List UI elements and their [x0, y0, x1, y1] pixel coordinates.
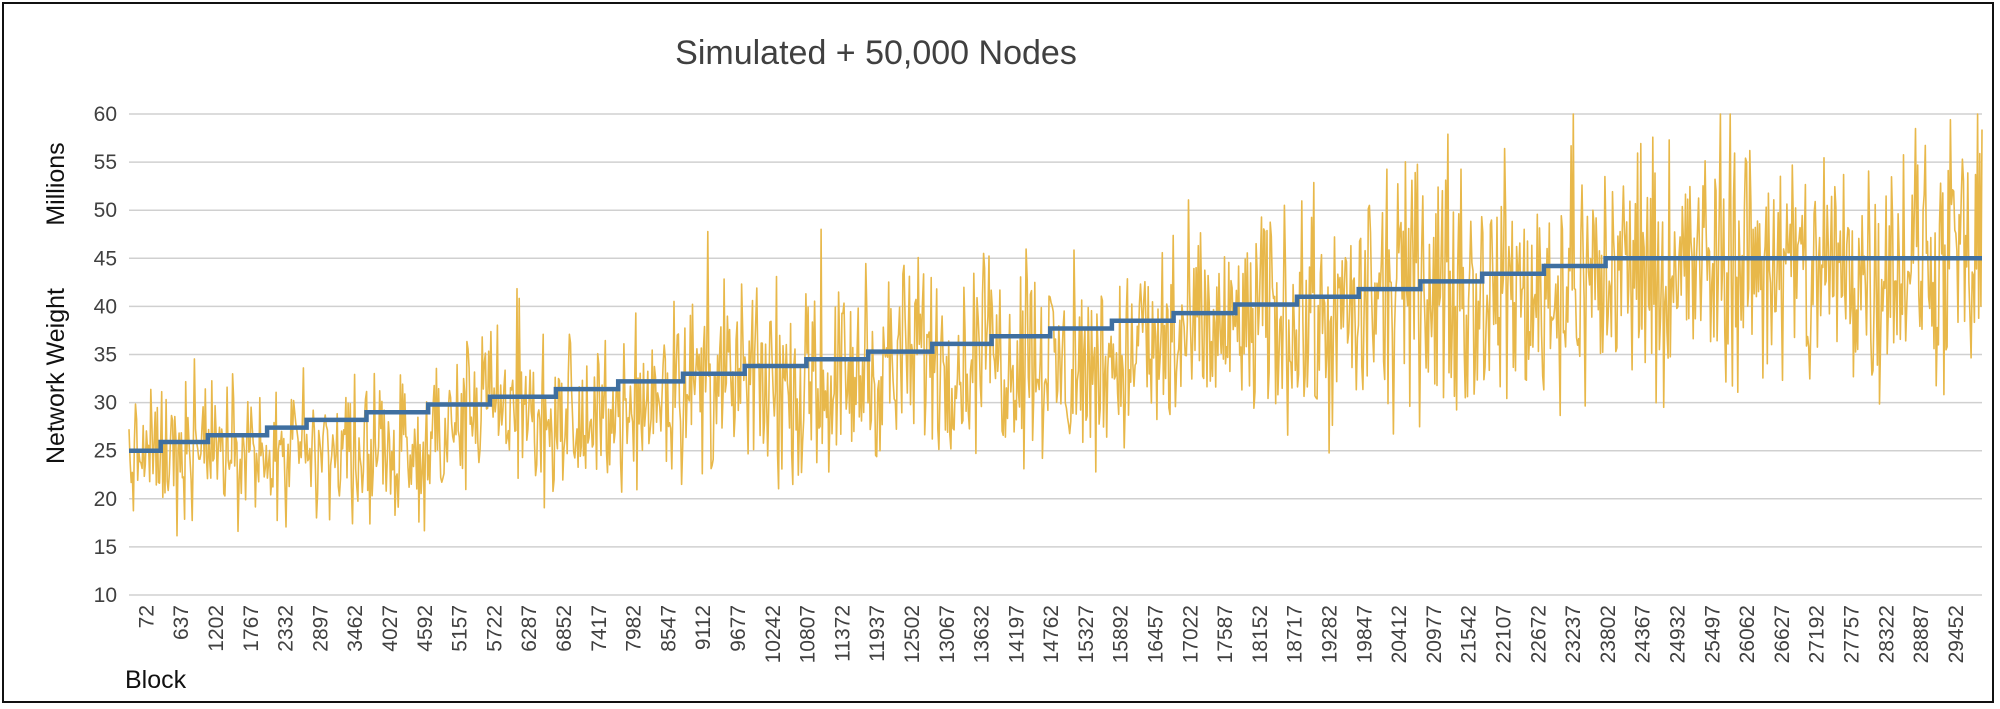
- x-tick-label: 26627: [1771, 605, 1794, 663]
- y-tick-label: 60: [94, 103, 117, 126]
- x-axis-label: Block: [125, 666, 187, 694]
- x-tick-label: 6852: [553, 605, 576, 652]
- x-tick-label: 22107: [1493, 605, 1516, 663]
- y-tick-label: 25: [94, 440, 117, 463]
- y-tick-label: 50: [94, 199, 117, 222]
- x-tick-label: 8547: [657, 605, 680, 652]
- x-tick-label: 7982: [623, 605, 646, 652]
- y-tick-label: 55: [94, 151, 117, 174]
- x-tick-label: 22672: [1527, 605, 1550, 663]
- y-tick-label: 10: [94, 584, 117, 607]
- x-tick-label: 28887: [1910, 605, 1933, 663]
- x-tick-label: 17587: [1214, 605, 1237, 663]
- x-tick-label: 1767: [240, 605, 263, 652]
- x-tick-label: 17022: [1179, 605, 1202, 663]
- series-line-simulated: [128, 113, 1983, 537]
- x-tick-label: 4592: [414, 605, 437, 652]
- x-tick-label: 2332: [275, 605, 298, 652]
- x-tick-label: 20977: [1423, 605, 1446, 663]
- x-tick-label: 2897: [309, 605, 332, 652]
- series-line-step: [129, 256, 1982, 453]
- y-tick-labels: 10 15 20 25 30 35 40 45 50 55 60: [94, 103, 117, 607]
- x-tick-label: 24367: [1632, 605, 1655, 663]
- x-tick-label: 27757: [1841, 605, 1864, 663]
- x-tick-label: 13632: [971, 605, 994, 663]
- x-tick-label: 23802: [1597, 605, 1620, 663]
- x-tick-label: 25497: [1701, 605, 1724, 663]
- x-tick-label: 4027: [379, 605, 402, 652]
- y-tick-label: 45: [94, 247, 117, 270]
- x-tick-label: 12502: [901, 605, 924, 663]
- x-tick-label: 5157: [449, 605, 472, 652]
- x-tick-label: 3462: [344, 605, 367, 652]
- x-tick-label: 18152: [1249, 605, 1272, 663]
- x-tick-label: 5722: [483, 605, 506, 652]
- x-tick-label: 10807: [797, 605, 820, 663]
- y-axis-unit-label: Millions: [42, 142, 70, 225]
- x-tick-labels: 72 637 1202 1767 2332 2897 3462 4027 4592 5157 572…: [135, 605, 1968, 663]
- x-tick-label: 10242: [762, 605, 785, 663]
- x-tick-label: 19282: [1319, 605, 1342, 663]
- x-tick-label: 29452: [1945, 605, 1968, 663]
- y-tick-label: 30: [94, 392, 117, 415]
- x-tick-label: 13067: [936, 605, 959, 663]
- x-tick-label: 21542: [1458, 605, 1481, 663]
- y-tick-label: 35: [94, 344, 117, 367]
- chart-title: Simulated + 50,000 Nodes: [675, 34, 1077, 72]
- plot-area: [128, 113, 1983, 537]
- x-tick-label: 9677: [727, 605, 750, 652]
- x-tick-label: 19847: [1353, 605, 1376, 663]
- x-tick-label: 18717: [1284, 605, 1307, 663]
- x-tick-label: 14762: [1040, 605, 1063, 663]
- x-tick-label: 11937: [866, 605, 889, 662]
- x-tick-label: 6287: [518, 605, 541, 652]
- x-tick-label: 15327: [1075, 605, 1098, 663]
- x-tick-label: 9112: [692, 605, 715, 650]
- x-tick-label: 11372: [831, 605, 854, 662]
- y-tick-label: 40: [94, 295, 117, 318]
- x-tick-label: 27192: [1806, 605, 1829, 663]
- x-tick-label: 24932: [1667, 605, 1690, 663]
- x-tick-label: 20412: [1388, 605, 1411, 663]
- x-tick-label: 26062: [1736, 605, 1759, 663]
- x-tick-label: 1202: [205, 605, 228, 652]
- x-tick-label: 15892: [1110, 605, 1133, 663]
- y-tick-label: 20: [94, 488, 117, 511]
- x-tick-label: 7417: [588, 605, 611, 652]
- chart-svg: Simulated + 50,000 Nodes 10 15 20 25 30 35 40 4…: [42, 34, 1983, 694]
- x-tick-label: 14197: [1005, 605, 1028, 663]
- y-tick-label: 15: [94, 536, 117, 559]
- x-tick-label: 637: [170, 605, 193, 640]
- x-tick-label: 16457: [1145, 605, 1168, 663]
- x-tick-label: 28322: [1875, 605, 1898, 663]
- x-tick-label: 72: [135, 605, 158, 628]
- y-axis-label: Network Weight: [42, 288, 70, 464]
- x-tick-label: 23237: [1562, 605, 1585, 663]
